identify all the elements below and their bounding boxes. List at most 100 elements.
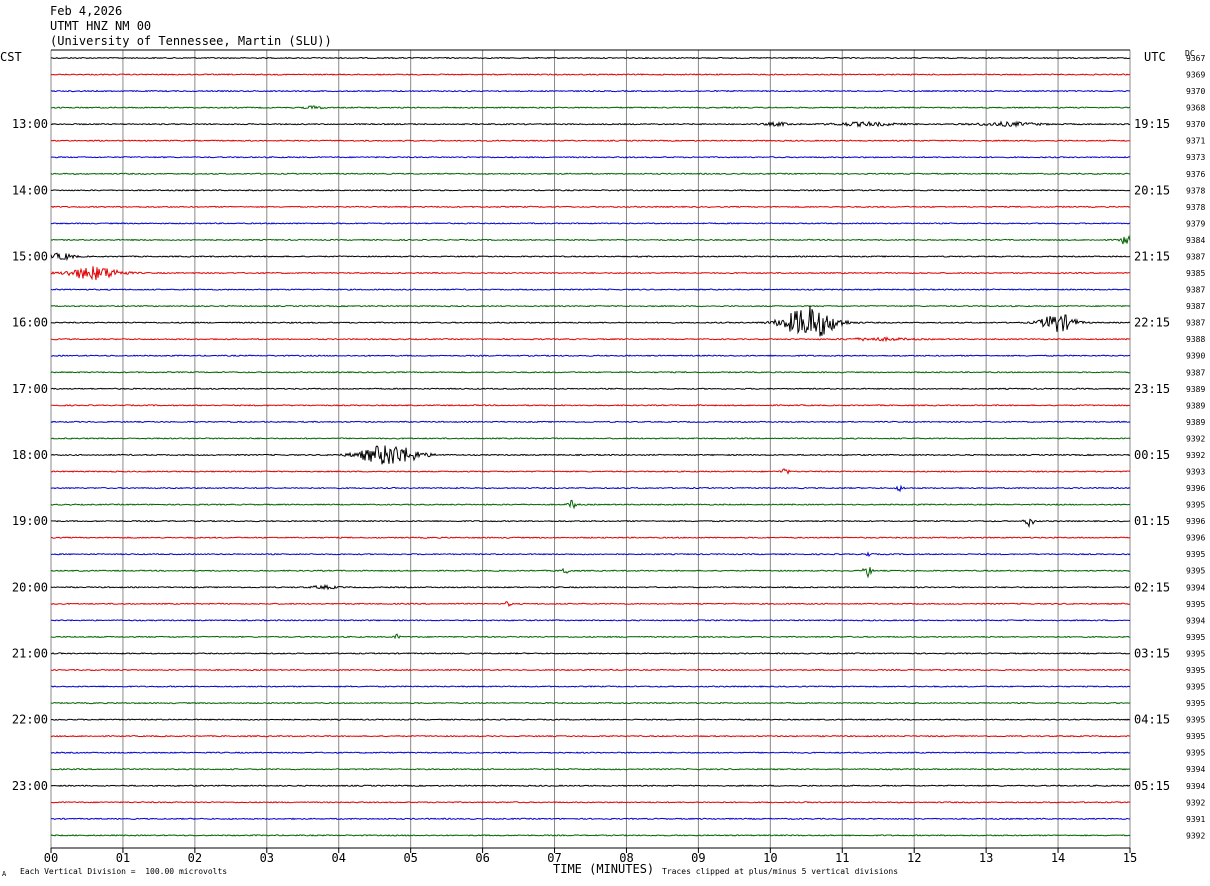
seismic-trace-line	[50, 89, 1131, 93]
dc-offset-label: 9371	[1186, 137, 1205, 146]
utc-hour-label: 22:15	[1134, 316, 1170, 330]
dc-offset-label: 9387	[1186, 252, 1205, 261]
dc-offset-label: 9369	[1186, 71, 1205, 80]
seismic-trace-line	[50, 387, 1131, 390]
dc-offset-label: 9393	[1186, 468, 1205, 477]
seismic-trace-line	[50, 718, 1131, 721]
dc-offset-label: 9394	[1186, 765, 1205, 774]
utc-hour-label: 21:15	[1134, 249, 1170, 263]
utc-hour-label: 19:15	[1134, 117, 1170, 131]
dc-offset-label: 9388	[1186, 335, 1205, 344]
x-tick-label: 15	[1123, 851, 1137, 865]
utc-hour-label: 05:15	[1134, 779, 1170, 793]
seismic-trace-line	[50, 139, 1131, 142]
dc-offset-label: 9387	[1186, 302, 1205, 311]
dc-offset-label: 9395	[1186, 567, 1205, 576]
dc-offset-label: 9395	[1186, 732, 1205, 741]
cst-hour-label: 19:00	[12, 514, 48, 528]
x-tick-label: 03	[260, 851, 274, 865]
corner-mark: A	[2, 870, 7, 878]
dc-offset-label: 9395	[1186, 649, 1205, 658]
dc-offset-label: 9396	[1186, 517, 1205, 526]
utc-hour-label: 02:15	[1134, 580, 1170, 594]
dc-offset-label: 9395	[1186, 600, 1205, 609]
seismic-trace-line	[50, 834, 1131, 837]
dc-offset-label: 9395	[1186, 550, 1205, 559]
seismic-trace-line	[51, 518, 1131, 529]
dc-offset-label: 9396	[1186, 484, 1205, 493]
x-tick-label: 09	[691, 851, 705, 865]
dc-offset-label: 9376	[1186, 170, 1205, 179]
dc-offset-label: 9379	[1186, 219, 1205, 228]
seismic-trace-line	[50, 668, 1131, 672]
seismic-trace-line	[50, 784, 1131, 788]
dc-offset-label: 9395	[1186, 501, 1205, 510]
dc-offset-label: 9395	[1186, 699, 1205, 708]
dc-offset-label: 9395	[1186, 749, 1205, 758]
seismic-trace-line	[50, 767, 1131, 771]
dc-offset-label: 9394	[1186, 782, 1205, 791]
dc-offset-label: 9387	[1186, 368, 1205, 377]
x-tick-label: 10	[763, 851, 777, 865]
seismic-trace-line	[50, 567, 1131, 579]
seismic-trace-line	[50, 304, 1131, 308]
dc-offset-label: 9370	[1186, 87, 1205, 96]
dc-offset-label: 9389	[1186, 385, 1205, 394]
seismic-trace-line	[50, 734, 1131, 738]
cst-hour-label: 21:00	[12, 646, 48, 660]
seismic-trace-line	[50, 420, 1131, 424]
x-tick-label: 12	[907, 851, 921, 865]
utc-hour-label: 01:15	[1134, 514, 1170, 528]
seismic-trace-line	[50, 155, 1131, 159]
dc-offset-label: 9394	[1186, 616, 1205, 625]
dc-offset-label: 9387	[1186, 286, 1205, 295]
dc-label: DC	[1185, 49, 1195, 58]
plot-frame	[50, 49, 1131, 853]
seismic-trace-line	[50, 189, 1131, 192]
x-axis-title: TIME (MINUTES)	[553, 862, 655, 876]
cst-hour-label: 18:00	[12, 448, 48, 462]
clip-note: Traces clipped at plus/minus 5 vertical …	[662, 867, 899, 876]
seismic-trace-line	[51, 404, 1131, 407]
seismic-trace-line	[50, 354, 1131, 358]
utc-hour-label: 23:15	[1134, 382, 1170, 396]
seismic-trace-line	[50, 445, 1131, 465]
dc-offset-label: 9395	[1186, 716, 1205, 725]
network-title: (University of Tennessee, Martin (SLU))	[50, 34, 332, 48]
x-tick-label: 11	[835, 851, 849, 865]
seismic-trace-line	[50, 468, 1131, 475]
seismic-trace-line	[50, 817, 1131, 821]
cst-hour-label: 13:00	[12, 117, 48, 131]
x-tick-label: 00	[44, 851, 58, 865]
cst-hour-label: 16:00	[12, 316, 48, 330]
seismic-trace-line	[50, 306, 1131, 337]
cst-hour-label: 14:00	[12, 183, 48, 197]
station-title: UTMT HNZ NM 00	[50, 19, 152, 33]
dc-offset-label: 9370	[1186, 120, 1205, 129]
dc-offset-label: 9392	[1186, 451, 1205, 460]
seismic-trace-line	[50, 484, 1131, 493]
dc-offset-label: 9390	[1186, 352, 1205, 361]
dc-offset-label: 9395	[1186, 666, 1205, 675]
trace-group	[50, 56, 1131, 837]
utc-hour-label: 04:15	[1134, 713, 1170, 727]
seismic-trace-line	[50, 73, 1131, 76]
seismic-trace-line	[50, 633, 1131, 640]
x-tick-label: 05	[403, 851, 417, 865]
x-tick-label: 14	[1051, 851, 1065, 865]
cst-hour-label: 22:00	[12, 713, 48, 727]
x-tick-label: 01	[116, 851, 130, 865]
seismic-trace-line	[50, 120, 1131, 128]
seismic-trace-line	[50, 222, 1131, 225]
seismic-trace-line	[50, 336, 1131, 343]
seismic-trace-line	[50, 288, 1131, 291]
seismic-trace-line	[50, 601, 1131, 608]
dc-offset-label: 9378	[1186, 203, 1205, 212]
x-tick-label: 08	[619, 851, 633, 865]
dc-offset-label: 9394	[1186, 583, 1205, 592]
seismic-trace-line	[50, 583, 1131, 591]
seismic-trace-line	[50, 536, 1131, 539]
dc-offset-label: 9392	[1186, 798, 1205, 807]
x-tick-label: 02	[188, 851, 202, 865]
dc-offset-label: 9387	[1186, 319, 1205, 328]
